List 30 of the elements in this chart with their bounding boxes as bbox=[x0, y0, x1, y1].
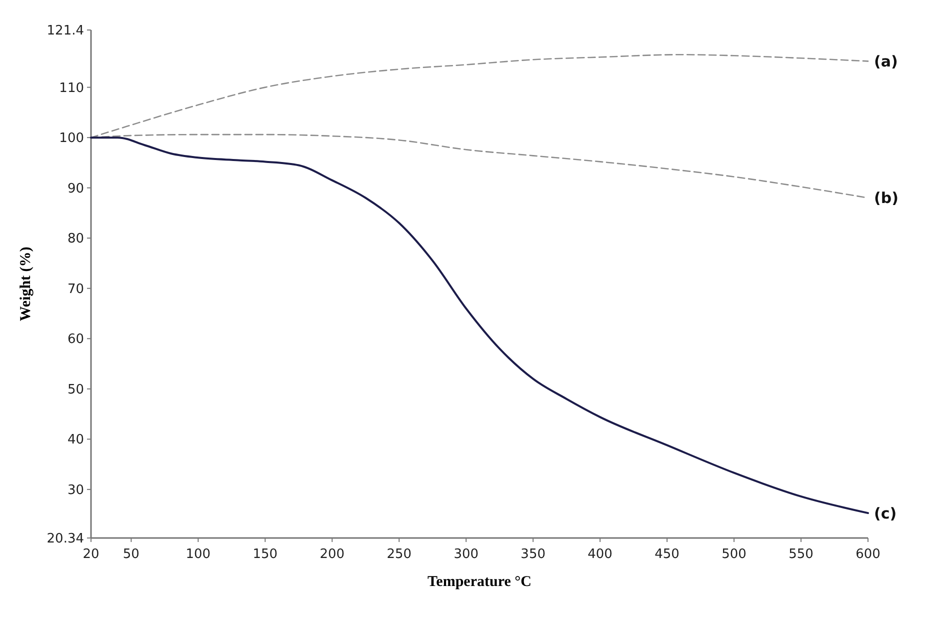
y-tick-label: 100 bbox=[59, 131, 84, 146]
y-tick-label: 50 bbox=[67, 382, 84, 398]
y-tick-label: 40 bbox=[67, 432, 84, 448]
y-tick-label: 70 bbox=[67, 282, 84, 297]
x-tick-label: 350 bbox=[520, 547, 546, 562]
x-tick-label: 100 bbox=[186, 547, 211, 562]
x-tick-label: 450 bbox=[654, 547, 680, 562]
y-tick-label: 90 bbox=[67, 181, 84, 196]
y-tick-label: 20.34 bbox=[46, 532, 84, 547]
x-tick-label: 20 bbox=[82, 547, 100, 562]
x-tick-label: 250 bbox=[386, 547, 412, 562]
y-axis-title: Weight (%) bbox=[18, 246, 34, 322]
y-tick-label: 80 bbox=[67, 232, 84, 247]
x-tick-label: 300 bbox=[454, 547, 479, 562]
y-tick-label: 110 bbox=[59, 80, 84, 96]
x-tick-label: 400 bbox=[588, 547, 612, 562]
series-label: (b) bbox=[874, 189, 898, 208]
x-axis-title: Temperature °C bbox=[428, 574, 532, 590]
x-tick-label: 500 bbox=[722, 547, 746, 562]
y-tick-label: 121.4 bbox=[46, 24, 84, 39]
x-tick-label: 150 bbox=[252, 547, 278, 562]
y-tick-label: 60 bbox=[67, 332, 84, 348]
x-tick-label: 550 bbox=[788, 547, 814, 562]
x-tick-label: 50 bbox=[122, 547, 140, 562]
y-tick-label: 30 bbox=[67, 482, 84, 498]
x-tick-label: 600 bbox=[856, 547, 880, 562]
line-series bbox=[90, 136, 869, 514]
series-label: (a) bbox=[874, 52, 898, 70]
x-tick-label: 200 bbox=[320, 547, 345, 562]
series-label: (c) bbox=[874, 504, 897, 522]
